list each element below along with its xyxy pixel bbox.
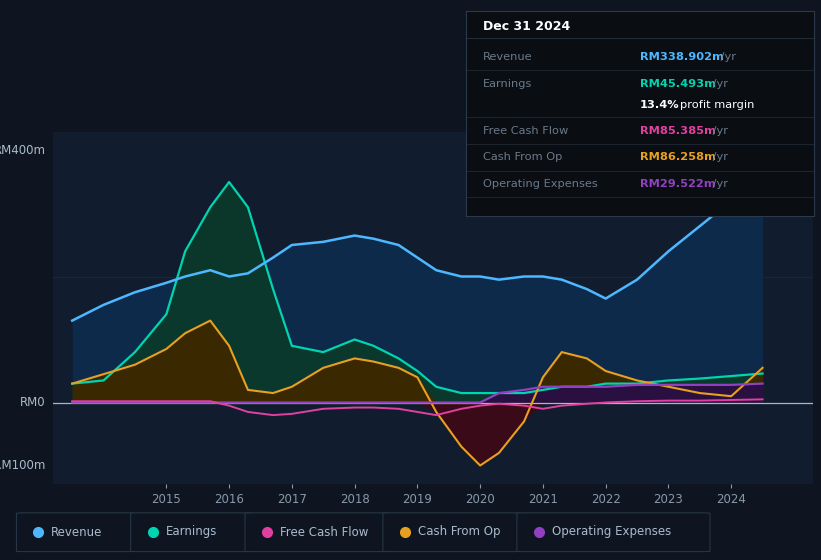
Text: /yr: /yr <box>709 126 728 136</box>
Text: /yr: /yr <box>717 52 736 62</box>
Text: RM29.522m: RM29.522m <box>640 179 716 189</box>
Text: profit margin: profit margin <box>680 100 754 110</box>
FancyBboxPatch shape <box>16 513 135 552</box>
Text: RM86.258m: RM86.258m <box>640 152 716 162</box>
FancyBboxPatch shape <box>517 513 710 552</box>
FancyBboxPatch shape <box>383 513 521 552</box>
Text: Cash From Op: Cash From Op <box>418 525 500 539</box>
Text: Cash From Op: Cash From Op <box>483 152 562 162</box>
FancyBboxPatch shape <box>245 513 391 552</box>
Text: RM85.385m: RM85.385m <box>640 126 716 136</box>
Text: RM400m: RM400m <box>0 144 46 157</box>
Text: Free Cash Flow: Free Cash Flow <box>483 126 568 136</box>
Text: 13.4%: 13.4% <box>640 100 680 110</box>
Text: Dec 31 2024: Dec 31 2024 <box>483 20 571 33</box>
Text: RM338.902m: RM338.902m <box>640 52 724 62</box>
Text: -RM100m: -RM100m <box>0 459 46 472</box>
Text: Revenue: Revenue <box>483 52 533 62</box>
Text: Operating Expenses: Operating Expenses <box>552 525 671 539</box>
Text: /yr: /yr <box>709 79 728 89</box>
Text: Revenue: Revenue <box>51 525 103 539</box>
Text: Free Cash Flow: Free Cash Flow <box>280 525 368 539</box>
Text: /yr: /yr <box>709 152 728 162</box>
Text: /yr: /yr <box>709 179 728 189</box>
Text: Earnings: Earnings <box>483 79 532 89</box>
Text: RM0: RM0 <box>21 396 46 409</box>
Text: Operating Expenses: Operating Expenses <box>483 179 598 189</box>
FancyBboxPatch shape <box>131 513 253 552</box>
Text: RM45.493m: RM45.493m <box>640 79 716 89</box>
Text: Earnings: Earnings <box>165 525 217 539</box>
